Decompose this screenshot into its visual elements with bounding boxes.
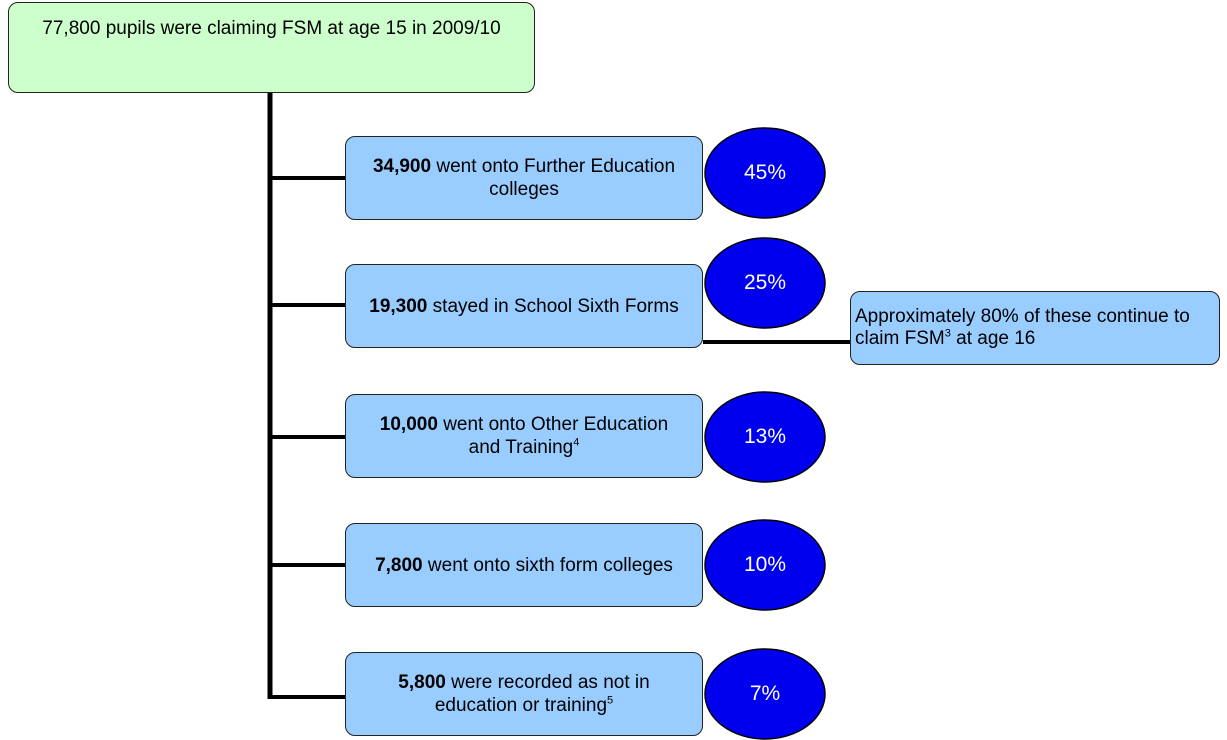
node-text: 5,800 were recorded as not in education … (366, 671, 682, 717)
note-box: Approximately 80% of these continue to c… (850, 291, 1220, 365)
node-count: 7,800 (375, 554, 423, 576)
node-description: stayed in School Sixth Forms (432, 295, 679, 317)
note-text: Approximately 80% of these continue to c… (855, 306, 1215, 350)
percent-label: 25% (743, 271, 787, 294)
percent-label: 10% (743, 553, 787, 576)
node-count: 19,300 (369, 295, 428, 317)
node-description: went onto Further Education colleges (436, 156, 676, 200)
percent-label: 7% (749, 682, 781, 705)
footnote-marker: 5 (607, 694, 614, 707)
node-box: 7,800 went onto sixth form colleges (345, 523, 703, 607)
percent-ellipse (704, 648, 826, 740)
node-box: 5,800 were recorded as not in education … (345, 652, 703, 736)
node-description: went onto Other Education and Training (443, 414, 669, 458)
footnote-marker: 3 (944, 327, 951, 340)
percent-ellipse (704, 237, 826, 329)
percent-ellipse (704, 127, 826, 219)
node-count: 5,800 (398, 672, 446, 693)
node-text: 10,000 went onto Other Education and Tra… (366, 413, 682, 459)
node-box: 34,900 went onto Further Education colle… (345, 136, 703, 220)
root-box: 77,800 pupils were claiming FSM at age 1… (8, 2, 535, 93)
note-text-after: at age 16 (956, 328, 1036, 349)
node-box: 19,300 stayed in School Sixth Forms (345, 264, 703, 348)
node-description: were recorded as not in education or tra… (434, 672, 650, 716)
node-count: 10,000 (379, 414, 438, 435)
node-box: 10,000 went onto Other Education and Tra… (345, 394, 703, 478)
percent-ellipse (704, 391, 826, 483)
percent-label: 13% (743, 425, 787, 448)
percent-ellipse (704, 519, 826, 611)
root-text: 77,800 pupils were claiming FSM at age 1… (42, 18, 501, 39)
node-count: 34,900 (372, 156, 432, 177)
node-description: went onto sixth form colleges (427, 554, 673, 576)
node-text: 34,900 went onto Further Education colle… (366, 155, 682, 201)
node-text: 19,300 stayed in School Sixth Forms (369, 295, 678, 318)
percent-label: 45% (743, 161, 787, 184)
note-text-before: Approximately 80% of these continue to c… (855, 306, 1190, 349)
footnote-marker: 4 (573, 436, 580, 449)
node-text: 7,800 went onto sixth form colleges (375, 554, 673, 577)
